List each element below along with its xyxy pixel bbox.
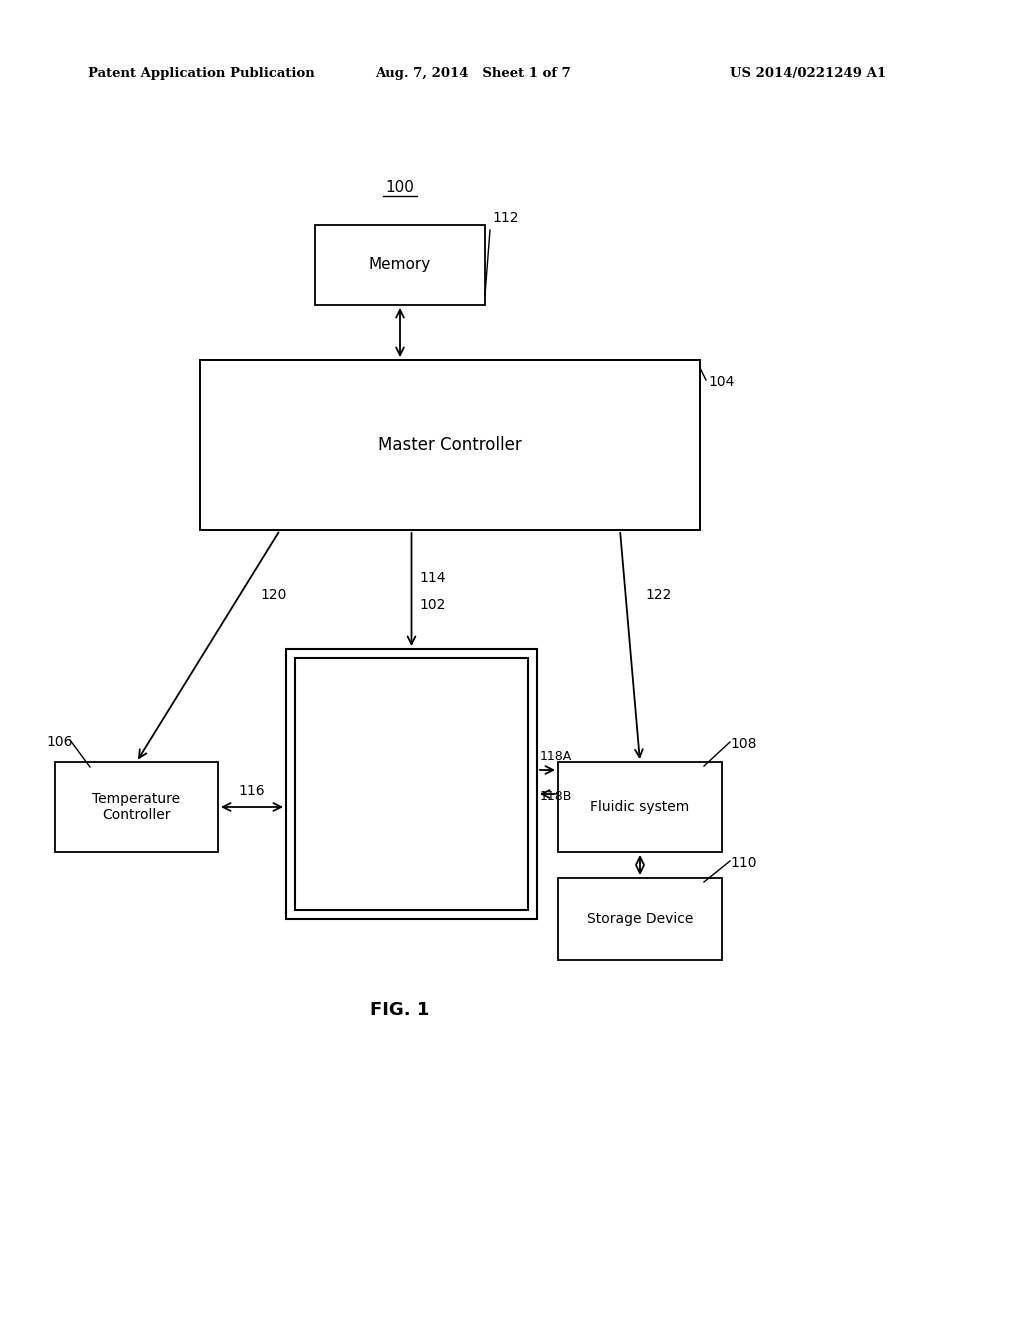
Text: 106: 106 [46,735,73,748]
Text: 112: 112 [492,211,518,224]
Text: 120: 120 [260,587,287,602]
Bar [315,224,485,305]
Text: Patent Application Publication: Patent Application Publication [88,66,314,79]
Text: FIG. 1: FIG. 1 [371,1001,430,1019]
Text: 110: 110 [730,855,757,870]
Text: 100: 100 [386,181,415,195]
Text: Storage Device: Storage Device [587,912,693,927]
Bar [558,878,722,960]
Text: 114: 114 [420,572,446,585]
Text: 118A: 118A [540,750,572,763]
Text: Memory: Memory [369,257,431,272]
Text: 102: 102 [420,598,445,612]
Text: 108: 108 [730,737,757,751]
Text: 118B: 118B [540,791,572,804]
Bar [295,657,528,909]
Text: Master Controller: Master Controller [378,436,522,454]
Text: 116: 116 [239,784,265,799]
Text: Aug. 7, 2014   Sheet 1 of 7: Aug. 7, 2014 Sheet 1 of 7 [375,66,570,79]
Bar [55,762,218,851]
Bar [286,649,537,919]
Text: US 2014/0221249 A1: US 2014/0221249 A1 [730,66,886,79]
Bar [558,762,722,851]
Text: 122: 122 [645,587,672,602]
Text: 104: 104 [708,375,734,389]
Text: Fluidic system: Fluidic system [591,800,689,814]
Bar [200,360,700,531]
Text: Temperature
Controller: Temperature Controller [92,792,180,822]
